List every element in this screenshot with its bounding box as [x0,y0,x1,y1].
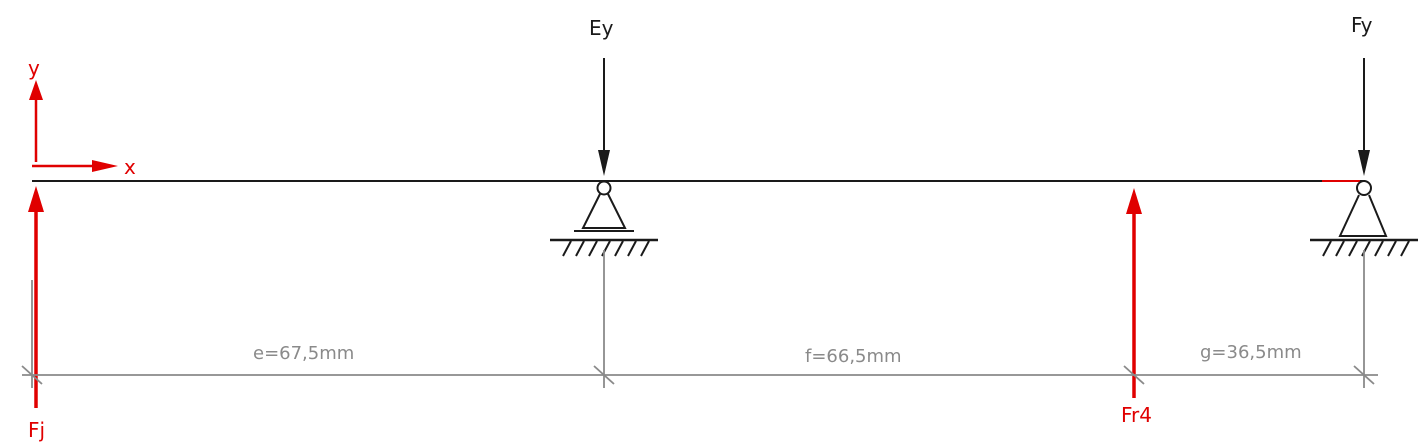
tick-e [593,365,615,385]
tick-fr4 [1123,365,1145,385]
x-axis-label: x [124,155,136,179]
tick-f [1353,365,1375,385]
ground-hatch-f [1322,240,1410,257]
dimension-f-label: f=66,5mm [805,346,902,367]
force-fy: Fy [1351,13,1373,176]
force-fj-arrowhead [28,186,44,212]
force-fr4-label: Fr4 [1121,403,1152,427]
force-fy-arrowhead [1358,150,1370,176]
support-triangle-f [1338,194,1388,237]
y-axis-label: y [28,56,40,80]
dimension-lines [21,250,1378,388]
pin-joint-e [596,180,612,196]
y-axis-arrowhead [29,80,43,100]
support-f [1310,180,1418,257]
force-ey-label: Ey [589,16,614,40]
dimension-g-label: g=36,5mm [1200,342,1302,363]
force-fr4: Fr4 [1121,188,1152,427]
force-fr4-arrowhead [1126,188,1142,214]
tick-start [21,365,43,385]
force-fj: Fj [28,186,45,442]
coordinate-axes: y x [28,56,136,179]
force-fy-label: Fy [1351,13,1373,37]
support-triangle-e [581,193,627,229]
force-ey: Ey [589,16,614,176]
support-e [550,180,658,257]
dimension-e-label: e=67,5mm [253,343,354,364]
x-axis-arrowhead [92,160,118,172]
force-fj-label: Fj [28,418,45,442]
force-ey-arrowhead [598,150,610,176]
ground-hatch-e [562,240,650,257]
pin-joint-f [1356,180,1372,196]
